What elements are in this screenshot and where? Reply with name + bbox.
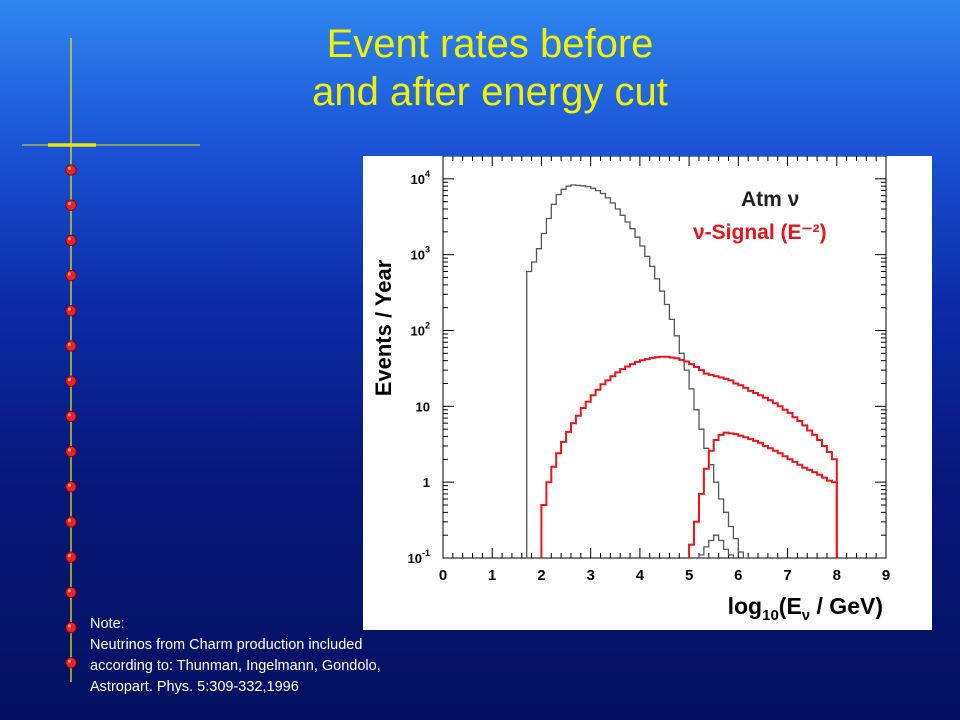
optical-module-icon	[65, 481, 77, 493]
optical-module-highlight	[67, 483, 72, 487]
x-tick-label: 9	[882, 567, 890, 584]
y-tick-label: 102	[411, 320, 430, 338]
series-line-1	[698, 534, 735, 558]
note-line: Astropart. Phys. 5:309-332,1996	[90, 679, 299, 695]
note-line: Note:	[90, 616, 125, 632]
optical-module-highlight	[67, 272, 72, 276]
y-tick-label: 1	[423, 475, 430, 490]
note-line: according to: Thunman, Ingelmann, Gondol…	[90, 658, 381, 674]
optical-module-highlight	[67, 202, 72, 206]
optical-module-highlight	[67, 554, 72, 558]
optical-module-icon	[65, 586, 77, 599]
optical-module-icon	[65, 551, 77, 563]
optical-module-highlight	[67, 659, 72, 663]
y-tick-exponent: -1	[422, 548, 430, 558]
optical-module-highlight	[67, 413, 72, 417]
title-line-1: Event rates before	[326, 22, 654, 66]
chart-panel: Events / Year log10(Eν / GeV) Atm ν ν-Si…	[363, 155, 932, 630]
legend-entry-atm: Atm ν	[741, 188, 799, 211]
y-tick-label: 10-1	[408, 548, 430, 566]
optical-module-icon	[65, 410, 77, 422]
optical-module-highlight	[67, 518, 72, 523]
slide-title: Event rates before and after energy cut	[230, 20, 750, 116]
y-tick-label: 104	[411, 169, 430, 187]
series-line-3	[688, 431, 838, 558]
optical-module-highlight	[67, 166, 72, 170]
optical-module-icon	[65, 164, 77, 176]
x-tick-label: 2	[537, 567, 545, 584]
x-tick-label: 3	[586, 567, 594, 584]
x-axis-label: log10(Eν / GeV)	[728, 593, 883, 624]
optical-module-highlight	[67, 624, 72, 628]
x-tick-label: 8	[833, 567, 841, 584]
optical-module-icon	[65, 516, 77, 528]
x-tick-label: 1	[488, 567, 496, 584]
optical-module-highlight	[67, 378, 72, 382]
x-tick-label: 5	[685, 567, 693, 584]
optical-module-icon	[65, 621, 77, 634]
optical-module-highlight	[67, 237, 72, 241]
y-tick-label: 10	[416, 399, 430, 414]
optical-module-icon	[65, 657, 77, 669]
optical-module-highlight	[67, 307, 72, 311]
optical-module-icon	[65, 340, 77, 352]
plot-frame	[442, 155, 887, 559]
x-tick-label: 6	[734, 567, 742, 584]
optical-module-icon	[65, 234, 77, 246]
note-line: Neutrinos from Charm production included	[90, 637, 363, 653]
x-tick-label: 4	[636, 567, 645, 584]
optical-module-icon	[65, 305, 77, 317]
optical-module-icon	[65, 445, 77, 458]
optical-module-icon	[65, 199, 77, 211]
legend-entry-signal: ν-Signal (E⁻²)	[693, 221, 827, 244]
y-tick-exponent: 4	[425, 169, 430, 179]
optical-module-highlight	[67, 448, 72, 452]
y-tick-exponent: 2	[425, 320, 430, 330]
title-line-2: and after energy cut	[312, 70, 668, 114]
series-line-2	[540, 355, 838, 558]
y-tick-label: 103	[411, 245, 430, 263]
optical-module-icon	[65, 269, 77, 282]
event-rate-chart: Events / Year log10(Eν / GeV) Atm ν ν-Si…	[371, 155, 890, 624]
optical-module-highlight	[67, 589, 72, 593]
x-tick-label: 0	[439, 567, 447, 584]
detector-string-decoration	[22, 38, 200, 682]
x-tick-label: 7	[783, 567, 791, 584]
note-text: Note: Neutrinos from Charm production in…	[90, 614, 381, 698]
y-axis-label: Events / Year	[371, 259, 396, 396]
optical-module-highlight	[67, 342, 72, 346]
optical-module-icon	[65, 375, 77, 387]
y-tick-exponent: 3	[425, 245, 430, 255]
